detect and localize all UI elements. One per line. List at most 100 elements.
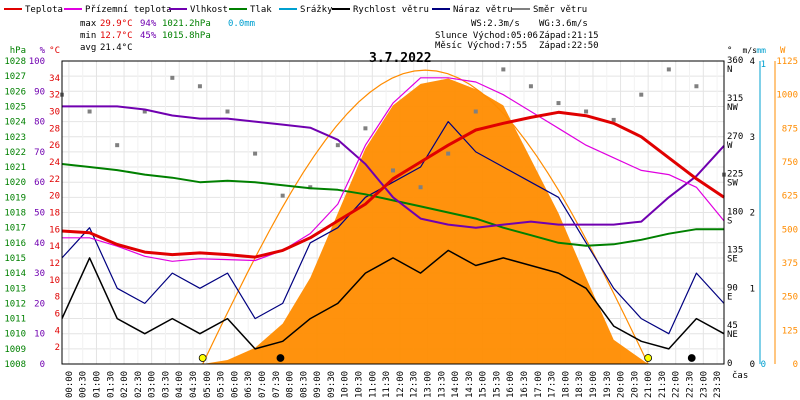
axis-tick-wm2: 1000 bbox=[776, 91, 798, 101]
axis-tick-dir-name: SW bbox=[727, 179, 738, 189]
temperature-line bbox=[61, 110, 725, 259]
wind-direction-mark bbox=[639, 92, 644, 97]
axis-tick-left: 1017 bbox=[4, 224, 26, 234]
axis-tick-dir-name: NW bbox=[727, 103, 738, 113]
solar-area bbox=[202, 69, 649, 365]
axis-tick-left: 1008 bbox=[4, 360, 26, 370]
axis-tick-left: 1022 bbox=[4, 148, 26, 158]
axis-tick-left: 1016 bbox=[4, 239, 26, 249]
axis-tick-x: 12:30 bbox=[410, 371, 420, 398]
legend-label-dir: Směr větru bbox=[533, 5, 587, 15]
axis-tick-left: 30 bbox=[34, 269, 45, 279]
sunrise-dot bbox=[198, 354, 207, 362]
axis-unit-left: hPa bbox=[10, 46, 26, 56]
gust-line bbox=[61, 121, 725, 335]
wind-direction-mark bbox=[253, 151, 258, 156]
axis-tick-ms: 2 bbox=[750, 209, 755, 219]
humidity-line bbox=[62, 105, 725, 229]
axis-tick-x: 15:30 bbox=[492, 371, 502, 398]
axis-tick-x: 08:00 bbox=[286, 371, 296, 398]
axis-tick-x: 11:30 bbox=[382, 371, 392, 398]
axis-tick-x: 20:30 bbox=[630, 371, 640, 398]
axis-tick-left: 28 bbox=[49, 124, 60, 134]
legend-label-gust: Náraz větru bbox=[453, 5, 513, 15]
axis-tick-left: 20 bbox=[34, 299, 45, 309]
axis-tick-left: 4 bbox=[55, 326, 60, 336]
axis-tick-left: 30 bbox=[49, 108, 60, 118]
stat-avg-temp: 21.4°C bbox=[100, 43, 133, 53]
axis-tick-left: 1027 bbox=[4, 72, 26, 82]
axis-tick-wm2: 750 bbox=[782, 158, 798, 168]
axis-tick-x: 07:00 bbox=[258, 371, 268, 398]
axis-tick-x: 23:30 bbox=[713, 371, 723, 398]
axis-tick-left: 26 bbox=[49, 141, 60, 151]
axis-tick-left: 1019 bbox=[4, 193, 26, 203]
axis-tick-x: 21:00 bbox=[644, 371, 654, 398]
axis-tick-dir: 360 bbox=[727, 56, 743, 66]
axis-tick-x: 18:30 bbox=[575, 371, 585, 398]
axis-tick-x: 02:00 bbox=[120, 371, 130, 398]
axis-tick-x: 14:00 bbox=[451, 371, 461, 398]
axis-tick-left: 60 bbox=[34, 178, 45, 188]
wind-direction-mark bbox=[418, 185, 423, 190]
axis-tick-left: 50 bbox=[34, 209, 45, 219]
wind-speed-line bbox=[61, 249, 725, 350]
axis-tick-dir: 180 bbox=[727, 208, 743, 218]
axis-tick-x: 10:00 bbox=[341, 371, 351, 398]
axis-tick-x: 05:00 bbox=[203, 371, 213, 398]
axis-tick-ms: 4 bbox=[750, 57, 755, 67]
axis-tick-left: 2 bbox=[55, 343, 60, 353]
axis-tick-left: 40 bbox=[34, 239, 45, 249]
axis-tick-ms: 3 bbox=[750, 133, 755, 143]
axis-tick-x: 05:30 bbox=[217, 371, 227, 398]
axis-tick-x: 10:30 bbox=[355, 371, 365, 398]
axis-tick-x: 19:00 bbox=[589, 371, 599, 398]
axis-tick-left: 20 bbox=[49, 192, 60, 202]
axis-tick-left: 1025 bbox=[4, 102, 26, 112]
axis-tick-x: 14:30 bbox=[465, 371, 475, 398]
axis-tick-left: 34 bbox=[49, 74, 60, 84]
axis-tick-left: 1024 bbox=[4, 118, 26, 128]
axis-tick-left: 1023 bbox=[4, 133, 26, 143]
axis-tick-left: 24 bbox=[49, 158, 60, 168]
legend-label-feels: Přízemní teplota bbox=[85, 5, 172, 15]
axis-tick-dir: 45 bbox=[727, 321, 738, 331]
axis-tick-x: 04:00 bbox=[175, 371, 185, 398]
axis-tick-x: 13:30 bbox=[437, 371, 447, 398]
axis-unit-wm2: W bbox=[780, 46, 786, 56]
axis-tick-left: 90 bbox=[34, 87, 45, 97]
axis-tick-x: 06:00 bbox=[230, 371, 240, 398]
axis-tick-x: 13:00 bbox=[423, 371, 433, 398]
axis-tick-left: 1010 bbox=[4, 330, 26, 340]
info-moon-rise: Měsíc Východ:7:55 bbox=[435, 41, 527, 51]
wind-direction-mark bbox=[87, 109, 92, 114]
axis-tick-x: 23:00 bbox=[699, 371, 709, 398]
axis-tick-dir-name: SE bbox=[727, 254, 738, 264]
axis-tick-x: 18:00 bbox=[561, 371, 571, 398]
axis-tick-left: 22 bbox=[49, 175, 60, 185]
axis-tick-x: 16:00 bbox=[506, 371, 516, 398]
axis-tick-left: 6 bbox=[55, 310, 60, 320]
wind-direction-mark bbox=[611, 117, 616, 122]
wind-direction-mark bbox=[694, 84, 699, 89]
wind-direction-mark bbox=[446, 151, 451, 156]
series-lines bbox=[60, 67, 726, 362]
stats-panel: max 29.9°C 94% 1021.2hPa 0.0mm min 12.7°… bbox=[80, 19, 255, 53]
info-ws: WS:2.3m/s bbox=[471, 19, 520, 29]
axis-tick-left: 1020 bbox=[4, 178, 26, 188]
axis-unit-left: °C bbox=[49, 46, 60, 56]
axis-tick-wm2: 625 bbox=[782, 192, 798, 202]
axis-tick-left: 80 bbox=[34, 118, 45, 128]
wind-direction-mark bbox=[391, 168, 395, 173]
wind-direction-mark bbox=[584, 109, 589, 114]
wind-direction-mark bbox=[666, 67, 671, 72]
axis-tick-x: 03:30 bbox=[161, 371, 171, 398]
axis-unit-mm: mm bbox=[756, 46, 766, 55]
axis-tick-wm2: 0 bbox=[793, 360, 798, 370]
axis-tick-left: 1014 bbox=[4, 269, 26, 279]
wind-direction-mark bbox=[528, 84, 533, 89]
axis-tick-left: 1012 bbox=[4, 299, 26, 309]
stat-min-press: 1015.8hPa bbox=[162, 31, 211, 41]
info-panel: WS:2.3m/s WG:3.6m/s Slunce Východ:05:06 … bbox=[435, 19, 599, 51]
